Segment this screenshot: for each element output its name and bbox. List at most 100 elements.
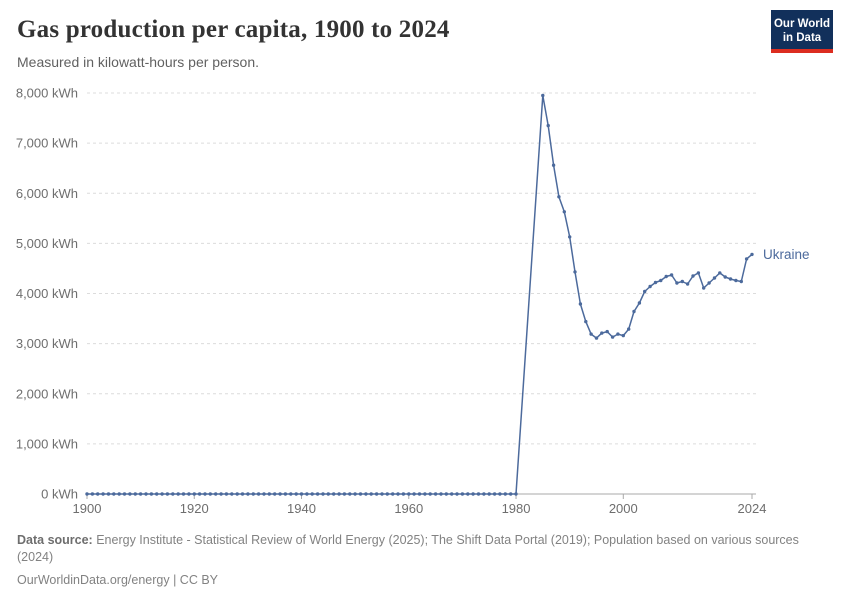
- data-point: [498, 492, 502, 496]
- data-point: [133, 492, 137, 496]
- data-point: [138, 492, 143, 496]
- data-point: [573, 270, 577, 274]
- y-tick-label: 4,000 kWh: [16, 286, 78, 301]
- data-point: [412, 492, 416, 496]
- data-point: [675, 281, 679, 285]
- data-point: [321, 492, 325, 496]
- y-tick-label: 1,000 kWh: [16, 436, 78, 451]
- data-point: [669, 273, 674, 277]
- data-point: [251, 492, 255, 496]
- data-point: [305, 492, 309, 496]
- data-point: [417, 492, 422, 496]
- data-point: [407, 492, 411, 496]
- data-point: [96, 492, 100, 496]
- data-point: [230, 492, 234, 496]
- x-tick-label: 1960: [394, 501, 423, 516]
- data-point: [294, 492, 298, 496]
- data-point: [192, 492, 196, 496]
- data-point: [492, 492, 497, 496]
- data-point: [224, 492, 229, 496]
- data-point: [353, 492, 357, 496]
- data-point: [610, 335, 615, 339]
- data-point: [187, 492, 191, 496]
- data-point: [557, 195, 561, 199]
- owid-logo-line2: in Data: [782, 32, 822, 44]
- data-point: [702, 286, 706, 290]
- data-point: [122, 492, 127, 496]
- data-point: [342, 492, 347, 496]
- data-point: [401, 492, 406, 496]
- data-point: [600, 331, 604, 335]
- y-tick-label: 6,000 kWh: [16, 186, 78, 201]
- data-point: [514, 492, 518, 496]
- data-point: [348, 492, 352, 496]
- data-point: [509, 492, 513, 496]
- data-point: [616, 332, 620, 336]
- data-point: [155, 492, 159, 496]
- data-point: [685, 282, 690, 286]
- data-point: [273, 492, 277, 496]
- data-point: [568, 235, 572, 239]
- data-point: [337, 492, 341, 496]
- data-point: [267, 492, 271, 496]
- data-point: [90, 492, 95, 496]
- owid-logo-line1: Our World: [773, 18, 830, 30]
- data-point: [460, 492, 465, 496]
- data-point: [380, 492, 384, 496]
- data-point: [734, 278, 738, 283]
- data-point: [364, 492, 368, 496]
- license-line: OurWorldinData.org/energy | CC BY: [17, 573, 219, 587]
- x-tick-label: 1940: [287, 501, 316, 516]
- data-point: [235, 492, 239, 496]
- data-point: [326, 492, 330, 496]
- data-source-line: Data source: Energy Institute - Statisti…: [17, 532, 813, 565]
- data-point: [739, 279, 743, 284]
- data-point: [691, 274, 695, 278]
- data-point: [621, 333, 625, 338]
- data-point: [144, 492, 148, 496]
- y-tick-label: 8,000 kWh: [16, 86, 78, 101]
- x-tick-label: 1980: [502, 501, 531, 516]
- data-point: [455, 492, 459, 496]
- data-point: [396, 492, 400, 496]
- data-point: [439, 492, 443, 496]
- data-point: [262, 492, 266, 496]
- data-point: [181, 492, 186, 496]
- data-point: [433, 492, 438, 496]
- data-point: [632, 309, 636, 314]
- data-point: [149, 492, 154, 496]
- x-tick-label: 2024: [738, 501, 767, 516]
- data-point: [391, 492, 395, 496]
- data-point: [176, 492, 180, 496]
- data-point: [648, 284, 652, 289]
- data-point: [240, 492, 245, 496]
- data-point: [214, 492, 218, 496]
- series-end-label: Ukraine: [763, 247, 810, 262]
- data-point: [723, 275, 727, 279]
- x-tick-label: 2000: [609, 501, 638, 516]
- y-tick-label: 3,000 kWh: [16, 336, 78, 351]
- data-point: [696, 271, 701, 275]
- data-point: [332, 492, 336, 496]
- data-point: [160, 492, 164, 496]
- data-point: [165, 492, 170, 496]
- data-point: [551, 163, 556, 167]
- data-point: [85, 492, 89, 496]
- data-point: [503, 492, 507, 496]
- data-point: [112, 492, 116, 496]
- data-point: [750, 252, 754, 257]
- data-point: [728, 277, 733, 281]
- series-line: [86, 94, 753, 495]
- data-point: [128, 492, 132, 496]
- data-point: [643, 289, 647, 294]
- data-point: [444, 492, 448, 496]
- data-point: [589, 332, 593, 336]
- data-point: [246, 492, 250, 496]
- y-tick-label: 7,000 kWh: [16, 136, 78, 151]
- owid-logo[interactable]: Our World in Data: [771, 10, 833, 53]
- data-point: [208, 492, 212, 496]
- data-point: [627, 327, 631, 331]
- data-point: [594, 336, 599, 340]
- data-point: [171, 492, 175, 496]
